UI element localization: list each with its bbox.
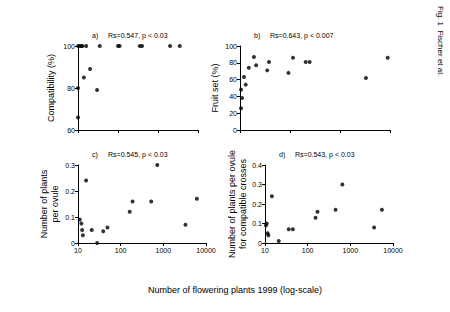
svg-text:0: 0 [71, 240, 75, 247]
svg-text:100: 100 [115, 247, 127, 254]
svg-text:per ovule: per ovule [50, 185, 60, 222]
svg-text:Fruit set (%): Fruit set (%) [210, 63, 220, 112]
svg-text:0.1: 0.1 [65, 214, 75, 221]
svg-text:Number of plants: Number of plants [39, 169, 49, 238]
svg-text:Compatibility (%): Compatibility (%) [46, 54, 56, 122]
svg-text:0.3: 0.3 [65, 162, 75, 169]
svg-text:20: 20 [229, 110, 237, 117]
svg-text:10000: 10000 [383, 247, 403, 254]
svg-text:10000: 10000 [196, 247, 216, 254]
svg-text:b): b) [254, 32, 260, 40]
svg-text:10: 10 [74, 247, 82, 254]
svg-text:Rs=0.643, p < 0.007: Rs=0.643, p < 0.007 [270, 32, 334, 40]
svg-text:0.3: 0.3 [252, 181, 262, 188]
svg-text:0: 0 [233, 127, 237, 134]
svg-text:d): d) [279, 151, 285, 159]
svg-text:80: 80 [229, 59, 237, 66]
svg-text:c): c) [92, 151, 98, 159]
svg-text:100: 100 [225, 43, 237, 50]
svg-text:Rs=0.545, p < 0.03: Rs=0.545, p < 0.03 [108, 151, 168, 159]
svg-text:80: 80 [67, 85, 75, 92]
svg-text:1000: 1000 [343, 247, 359, 254]
svg-text:Rs=0.547, p < 0.03: Rs=0.547, p < 0.03 [108, 32, 168, 40]
svg-text:60: 60 [229, 76, 237, 83]
svg-text:Number of flowering plants 199: Number of flowering plants 1999 (log-sca… [148, 285, 322, 295]
svg-text:0.4: 0.4 [252, 162, 262, 169]
svg-text:Rs=0.543, p < 0.03: Rs=0.543, p < 0.03 [295, 151, 355, 159]
svg-text:100: 100 [63, 43, 75, 50]
svg-text:10: 10 [261, 247, 269, 254]
svg-text:0: 0 [258, 240, 262, 247]
svg-text:0.2: 0.2 [65, 188, 75, 195]
svg-text:0.1: 0.1 [252, 220, 262, 227]
svg-text:0.2: 0.2 [252, 201, 262, 208]
svg-text:Number of plants per ovule: Number of plants per ovule [227, 150, 237, 258]
svg-text:100: 100 [302, 247, 314, 254]
svg-text:Fig. 1 Fischer et al.: Fig. 1 Fischer et al. [436, 6, 445, 76]
svg-text:for compatible crosses: for compatible crosses [238, 158, 248, 249]
svg-text:1000: 1000 [156, 247, 172, 254]
svg-text:a): a) [92, 32, 98, 40]
svg-text:40: 40 [229, 93, 237, 100]
svg-text:60: 60 [67, 127, 75, 134]
